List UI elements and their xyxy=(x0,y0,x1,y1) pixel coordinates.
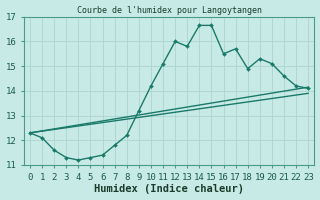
Title: Courbe de l'humidex pour Langoytangen: Courbe de l'humidex pour Langoytangen xyxy=(76,6,261,15)
X-axis label: Humidex (Indice chaleur): Humidex (Indice chaleur) xyxy=(94,184,244,194)
